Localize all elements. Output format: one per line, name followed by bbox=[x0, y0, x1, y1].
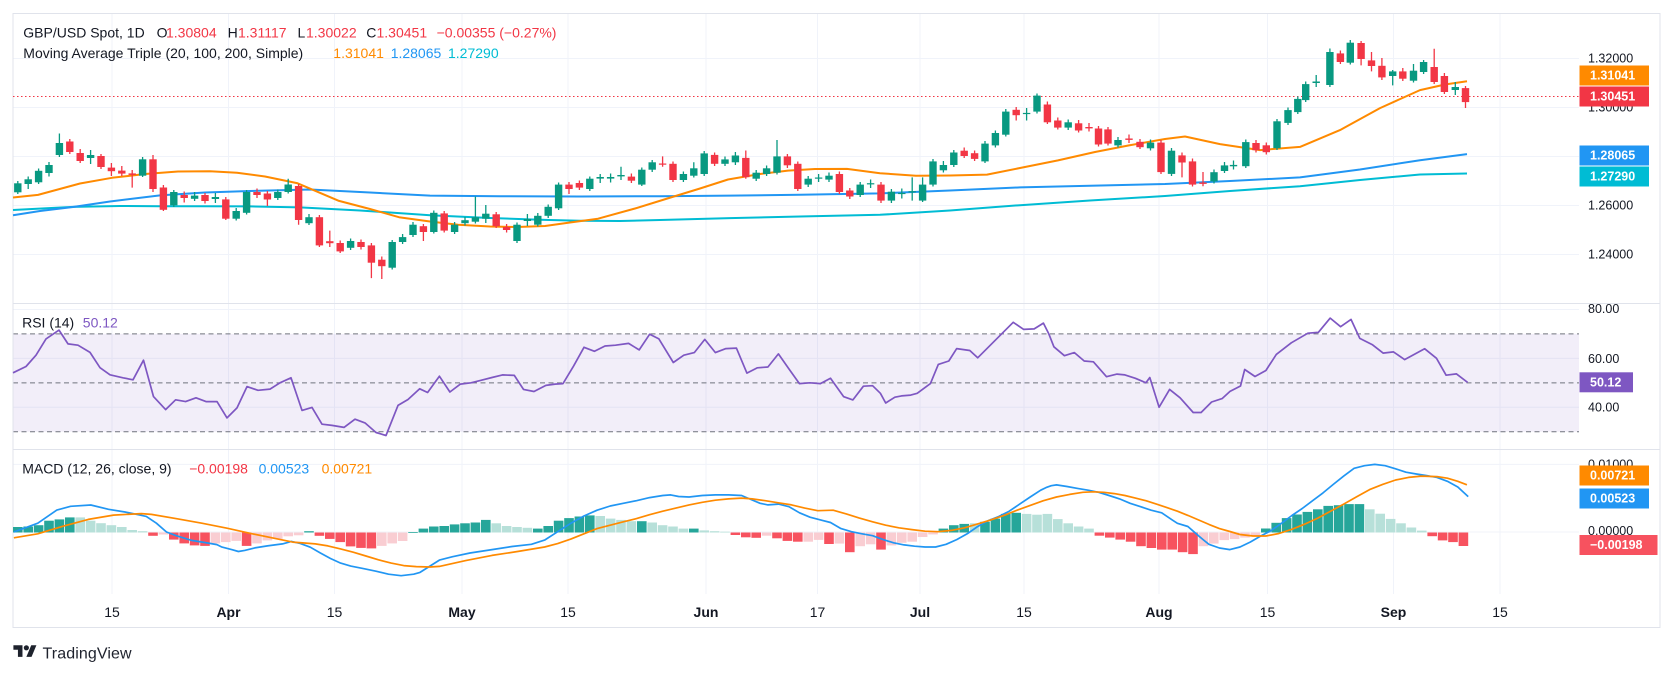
svg-text:0.00721: 0.00721 bbox=[1590, 469, 1635, 483]
svg-text:1.28065: 1.28065 bbox=[1590, 149, 1635, 163]
svg-text:15: 15 bbox=[1016, 604, 1032, 620]
svg-text:15: 15 bbox=[1260, 604, 1276, 620]
svg-text:1.27290: 1.27290 bbox=[1590, 170, 1635, 184]
svg-text:0.00721: 0.00721 bbox=[322, 461, 373, 477]
svg-text:40.00: 40.00 bbox=[1588, 400, 1619, 414]
svg-text:Aug: Aug bbox=[1145, 604, 1172, 620]
svg-text:H: H bbox=[228, 25, 238, 41]
svg-text:C: C bbox=[366, 25, 376, 41]
svg-text:−0.00355 (−0.27%): −0.00355 (−0.27%) bbox=[437, 25, 557, 41]
svg-text:1.28065: 1.28065 bbox=[391, 45, 442, 61]
svg-text:GBP/USD Spot, 1D: GBP/USD Spot, 1D bbox=[23, 25, 144, 41]
svg-text:L: L bbox=[298, 25, 306, 41]
svg-text:50.12: 50.12 bbox=[83, 315, 118, 331]
svg-text:1.27290: 1.27290 bbox=[448, 45, 499, 61]
svg-text:50.12: 50.12 bbox=[1590, 376, 1621, 390]
svg-text:1.26000: 1.26000 bbox=[1588, 199, 1633, 213]
svg-text:1.30451: 1.30451 bbox=[1590, 90, 1635, 104]
svg-text:1.30451: 1.30451 bbox=[377, 25, 428, 41]
svg-text:Jun: Jun bbox=[694, 604, 719, 620]
svg-text:1.30804: 1.30804 bbox=[166, 25, 217, 41]
svg-text:MACD (12, 26, close, 9): MACD (12, 26, close, 9) bbox=[22, 461, 171, 477]
svg-text:−0.00198: −0.00198 bbox=[189, 461, 248, 477]
svg-text:TradingView: TradingView bbox=[43, 646, 132, 663]
svg-text:15: 15 bbox=[1492, 604, 1508, 620]
svg-text:60.00: 60.00 bbox=[1588, 352, 1619, 366]
svg-text:15: 15 bbox=[560, 604, 576, 620]
svg-text:0.00000: 0.00000 bbox=[1588, 524, 1633, 538]
svg-text:15: 15 bbox=[104, 604, 120, 620]
svg-text:O: O bbox=[157, 25, 168, 41]
svg-text:Sep: Sep bbox=[1381, 604, 1407, 620]
svg-text:1.24000: 1.24000 bbox=[1588, 248, 1633, 262]
svg-text:80.00: 80.00 bbox=[1588, 302, 1619, 316]
svg-text:−0.00198: −0.00198 bbox=[1590, 538, 1643, 552]
svg-text:15: 15 bbox=[327, 604, 343, 620]
svg-text:1.31041: 1.31041 bbox=[333, 45, 384, 61]
svg-text:Moving Average Triple (20, 100: Moving Average Triple (20, 100, 200, Sim… bbox=[23, 45, 303, 61]
svg-text:1.32000: 1.32000 bbox=[1588, 52, 1633, 66]
svg-text:0.00523: 0.00523 bbox=[259, 461, 310, 477]
svg-text:RSI (14): RSI (14) bbox=[22, 315, 74, 331]
svg-text:May: May bbox=[448, 604, 475, 620]
svg-text:Apr: Apr bbox=[216, 604, 241, 620]
svg-text:1.31041: 1.31041 bbox=[1590, 69, 1635, 83]
svg-text:Jul: Jul bbox=[910, 604, 930, 620]
svg-text:1.30022: 1.30022 bbox=[306, 25, 357, 41]
svg-text:1.31117: 1.31117 bbox=[238, 25, 287, 41]
svg-text:0.00523: 0.00523 bbox=[1590, 492, 1635, 506]
svg-text:17: 17 bbox=[810, 604, 826, 620]
